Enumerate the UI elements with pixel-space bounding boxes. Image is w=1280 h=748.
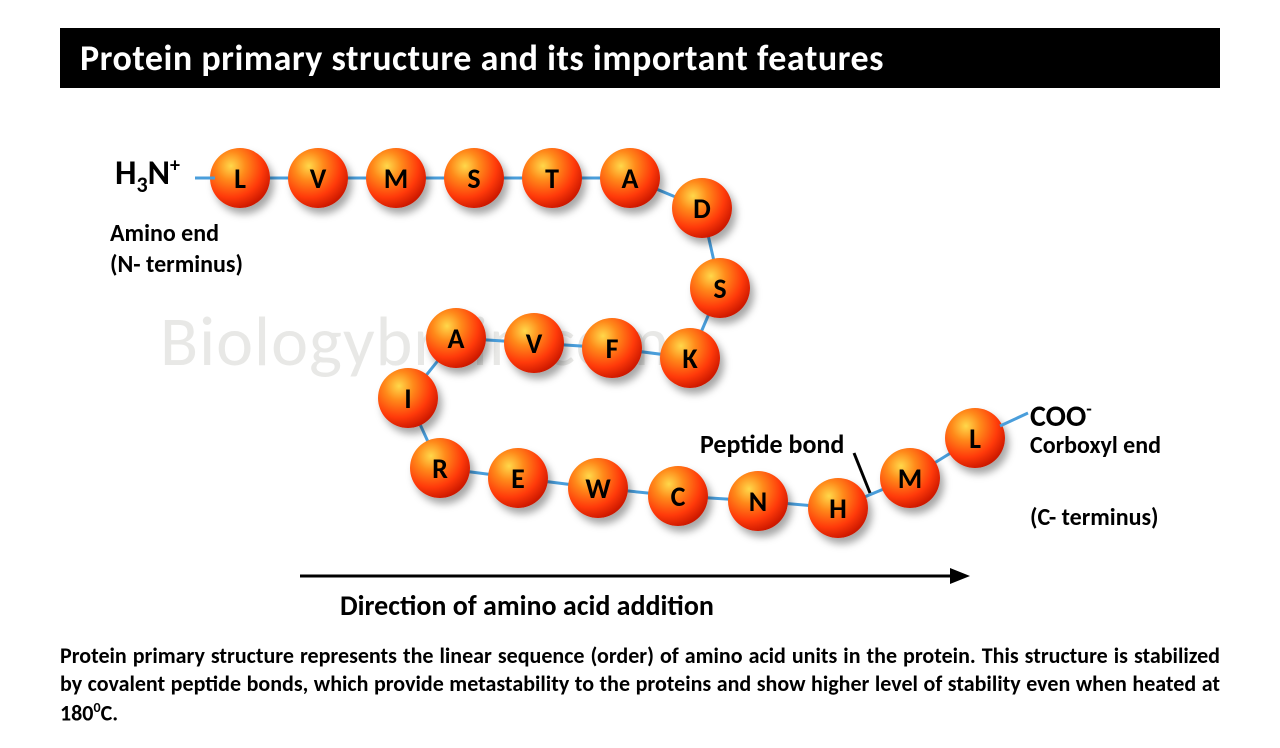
- c-terminus-label: Corboxyl end(C- terminus): [1030, 428, 1161, 536]
- description-text: Protein primary structure represents the…: [60, 642, 1220, 728]
- peptide-bond-label: Peptide bond: [700, 428, 844, 460]
- n-terminus-formula: H3N+: [115, 153, 180, 198]
- n-terminus-label: Amino end(N- terminus): [110, 218, 243, 280]
- direction-arrow: [0, 28, 1280, 628]
- direction-label: Direction of amino acid addition: [340, 588, 714, 623]
